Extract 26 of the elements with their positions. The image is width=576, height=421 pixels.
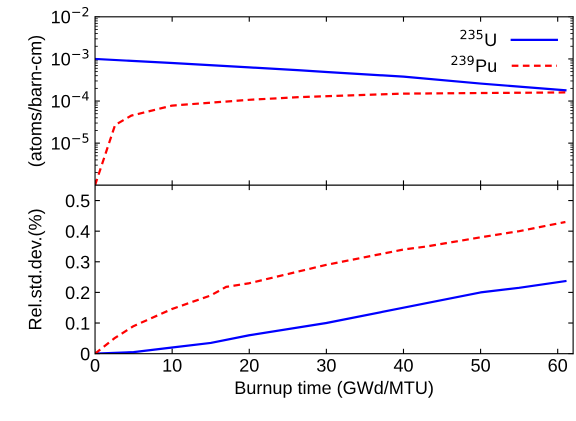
y-tick-label: 10$^{−2}$ bbox=[52, 6, 88, 24]
x-tick-label: 20 bbox=[240, 358, 259, 372]
legend-label: $^{235}$U bbox=[460, 30, 496, 46]
y-tick-label: 0.2 bbox=[66, 286, 90, 300]
y-tick-label: 0.4 bbox=[66, 225, 90, 238]
line-series bbox=[95, 280, 567, 354]
y-axis-title: Rel.std.dev.(%) bbox=[28, 210, 46, 329]
line-series bbox=[95, 220, 567, 354]
line-series bbox=[95, 91, 567, 186]
x-tick-label: 40 bbox=[394, 358, 413, 372]
x-tick-label: 60 bbox=[548, 358, 568, 372]
y-axis-title: (atoms/barn-cm) bbox=[28, 36, 46, 166]
x-tick-label: 30 bbox=[317, 358, 336, 372]
y-tick-label: 10$^{−5}$ bbox=[52, 133, 88, 150]
y-tick-label: 0 bbox=[80, 348, 90, 360]
x-tick-label: 50 bbox=[471, 358, 490, 372]
y-tick-label: 10$^{−4}$ bbox=[52, 91, 89, 108]
y-tick-label: 0.3 bbox=[66, 256, 90, 269]
legend-label: $^{239}$Pu bbox=[451, 56, 496, 72]
x-tick-label: 10 bbox=[163, 358, 182, 372]
y-tick-label: 10$^{−3}$ bbox=[52, 49, 89, 66]
x-axis-title: Burnup time (GWd/MTU) bbox=[236, 380, 433, 398]
y-tick-label: 0.5 bbox=[66, 194, 90, 208]
y-tick-label: 0.1 bbox=[66, 316, 90, 330]
line-series bbox=[95, 58, 567, 92]
x-tick-label: 0 bbox=[90, 358, 100, 372]
